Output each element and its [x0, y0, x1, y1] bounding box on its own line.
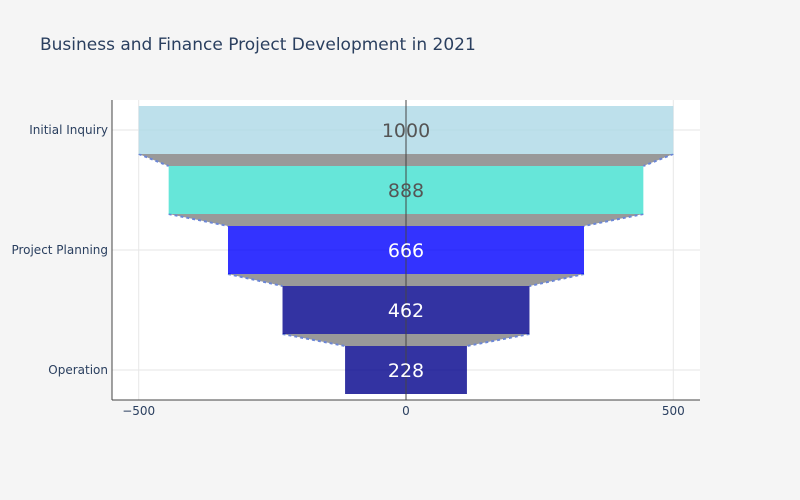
x-tick-label: 0 — [402, 404, 410, 418]
connector-edge-left — [282, 333, 346, 347]
bar-value-label: 666 — [388, 240, 424, 262]
bar-value-label: 1000 — [382, 120, 430, 142]
chart-title: Business and Finance Project Development… — [40, 35, 476, 55]
connector-edge-left — [138, 153, 170, 167]
connector-edge-left — [168, 213, 229, 227]
bar-value-label: 888 — [388, 180, 424, 202]
y-tick-label: Operation — [48, 363, 108, 377]
bar-value-label: 228 — [388, 360, 424, 382]
connector-edge-right — [466, 333, 530, 347]
y-tick-label: Initial Inquiry — [29, 123, 108, 137]
x-tick-label: 500 — [662, 404, 685, 418]
y-tick-labels: Initial Inquiry Project Planning Operation — [11, 123, 108, 377]
connector-edge-right — [583, 213, 644, 227]
bar-labels: 1000 888 666 462 228 — [382, 120, 430, 382]
x-tick-labels: −500 0 500 — [122, 404, 684, 418]
y-tick-label: Project Planning — [11, 243, 108, 257]
bar-value-label: 462 — [388, 300, 424, 322]
connector-edge-right — [642, 153, 674, 167]
x-tick-label: −500 — [122, 404, 155, 418]
